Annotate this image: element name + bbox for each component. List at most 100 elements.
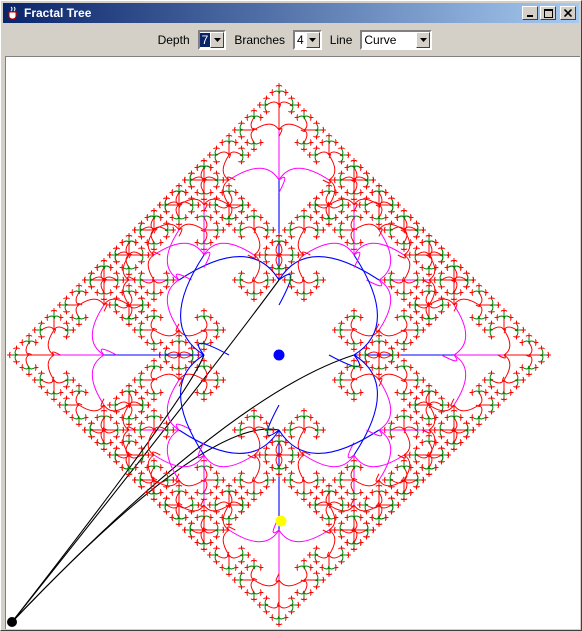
tree-branch [228, 153, 231, 159]
tree-branch [153, 316, 156, 320]
tree-branch [325, 485, 330, 487]
branches-dropdown-button[interactable] [305, 32, 320, 48]
tree-branch [414, 279, 418, 282]
tree-branch [340, 378, 344, 381]
line-select[interactable]: Curve [360, 30, 433, 50]
tree-branch [378, 479, 405, 487]
tree-branch [339, 554, 343, 557]
close-icon [564, 9, 572, 17]
tree-branch [221, 142, 224, 146]
tree-branch [114, 429, 118, 432]
tree-branch [316, 573, 319, 581]
tree-branch [302, 140, 305, 144]
fractal-canvas[interactable] [5, 56, 580, 629]
tree-branch [222, 529, 230, 556]
tree-branch [363, 522, 367, 525]
tree-branch [303, 148, 308, 150]
tree-branch [341, 535, 345, 538]
depth-dropdown-button[interactable] [210, 32, 225, 48]
tree-branch [403, 366, 406, 370]
tree-branch [428, 279, 436, 306]
minimize-button[interactable] [522, 6, 538, 20]
tree-branch [21, 367, 24, 371]
tree-branch [478, 323, 483, 325]
tree-branch [453, 292, 461, 295]
maximize-icon [543, 8, 553, 18]
tree-branch [353, 392, 361, 395]
tree-branch [340, 328, 344, 331]
tree-branch [100, 348, 117, 356]
tree-branch [209, 214, 212, 218]
tree-branch [378, 378, 383, 387]
tree-branch [113, 272, 117, 275]
tree-branch [191, 360, 195, 363]
tree-branch [339, 154, 343, 157]
depth-select[interactable]: 7 [197, 30, 227, 50]
tree-branch [246, 592, 249, 596]
tree-branch [216, 510, 220, 513]
tree-branch [150, 310, 155, 312]
tree-branch [277, 615, 280, 619]
tree-branch [403, 367, 408, 381]
tree-branch [416, 310, 420, 313]
tree-branch [209, 339, 212, 343]
tree-branch [413, 297, 417, 300]
tree-branch [109, 304, 111, 309]
tree-branch [264, 254, 267, 262]
tree-branch [378, 429, 392, 481]
tree-branch [378, 228, 383, 237]
tree-branch [338, 222, 342, 225]
tree-branch [197, 515, 205, 518]
tree-branch [522, 326, 524, 331]
tree-branch [391, 198, 394, 206]
tree-branch [416, 323, 419, 331]
tree-branch [263, 597, 267, 600]
branches-select[interactable]: 4 [293, 30, 322, 50]
tree-branch [127, 426, 136, 431]
tree-branch [503, 379, 517, 384]
tree-branch [389, 229, 392, 237]
tree-branch [196, 317, 199, 321]
tree-branch [416, 251, 430, 256]
tree-branch [341, 335, 345, 338]
tree-branch [134, 414, 137, 418]
line-dropdown-button[interactable] [416, 32, 431, 48]
tree-branch [222, 504, 230, 531]
tree-branch [341, 498, 344, 506]
title-bar[interactable]: Fractal Tree [3, 3, 579, 23]
tree-branch [47, 315, 55, 318]
tree-branch [341, 235, 345, 238]
tree-branch [422, 279, 431, 284]
tree-branch [353, 542, 361, 545]
maximize-button[interactable] [540, 6, 556, 20]
tree-branch [178, 329, 205, 337]
tree-branch [366, 173, 369, 181]
tree-branch [78, 298, 105, 306]
tree-branch [400, 479, 406, 482]
tree-branch [388, 422, 392, 425]
tree-branch [453, 448, 458, 450]
tree-branch [414, 254, 417, 262]
tree-branch [422, 476, 424, 481]
tree-branch [252, 578, 258, 581]
tree-branch [175, 473, 180, 482]
tree-branch [347, 315, 355, 318]
tree-branch [221, 567, 224, 571]
tree-branch [441, 354, 458, 362]
tree-branch [128, 417, 136, 420]
close-button[interactable] [560, 6, 576, 20]
tree-branch [488, 397, 492, 400]
tree-branch [328, 153, 331, 159]
tree-branch [402, 490, 405, 494]
tree-branch [234, 139, 237, 143]
tree-branch [439, 279, 442, 287]
tree-branch [78, 391, 81, 395]
tree-branch [241, 160, 245, 163]
tree-branch [441, 248, 444, 256]
tree-branch [416, 460, 420, 463]
tree-branch [239, 554, 243, 557]
tree-branch [146, 317, 149, 321]
tree-branch [378, 367, 386, 370]
tree-branch [253, 598, 258, 600]
tree-branch [91, 354, 105, 406]
